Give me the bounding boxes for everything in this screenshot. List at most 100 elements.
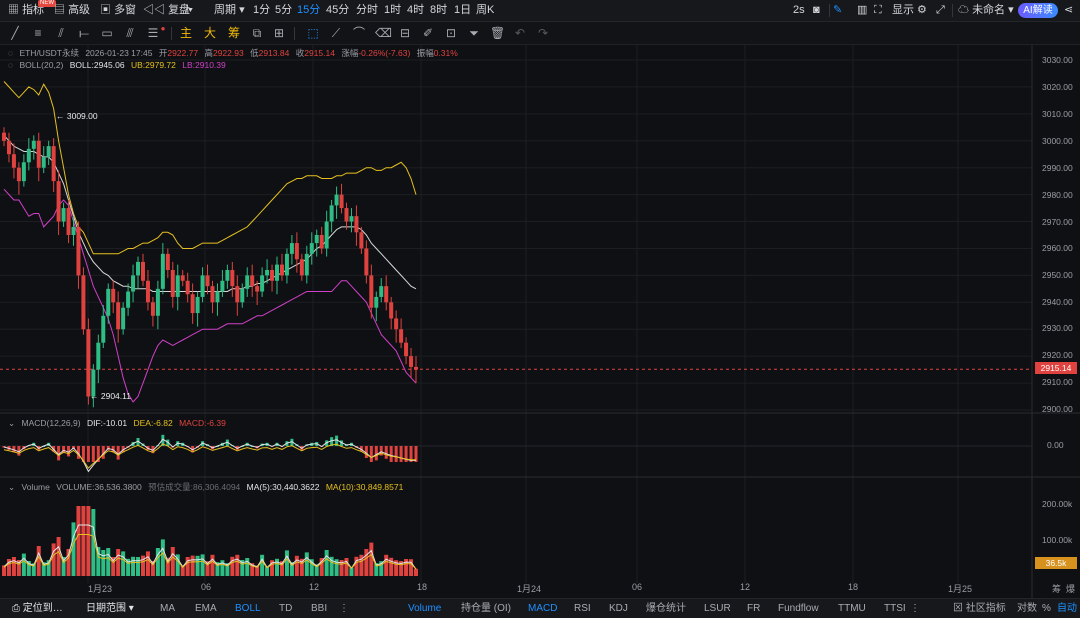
period-dropdown[interactable]: 周期 ▾ [214, 3, 245, 18]
indicator-fr[interactable]: FR [747, 603, 761, 614]
indicator-ttmu[interactable]: TTMU [838, 603, 866, 614]
eye-icon[interactable]: ◌ [8, 48, 14, 58]
gear-icon[interactable]: ⚙ [917, 4, 927, 16]
display-button[interactable]: 显示 [892, 4, 914, 16]
filter-icon[interactable]: ⏷ [469, 26, 479, 40]
price-tick: 3000.00 [1042, 136, 1073, 146]
macd-bar [404, 446, 408, 462]
fullscreen-icon[interactable]: ⛶ [874, 4, 882, 16]
interval-45m[interactable]: 45分 [326, 4, 350, 16]
liquidation-toggle[interactable]: 爆 [1066, 584, 1076, 594]
bar-chart-icon[interactable]: ▥ [857, 4, 868, 16]
candle-body [260, 275, 265, 292]
macd-dea-value: DEA:-6.82 [133, 418, 173, 428]
red-dot-icon: ● [160, 24, 166, 33]
candle-body [126, 291, 131, 308]
undo-icon[interactable]: ↶ [514, 26, 526, 40]
note-icon[interactable]: ✐ [422, 26, 434, 40]
ruler-icon[interactable]: ⟋ [331, 26, 341, 40]
layout-name-dropdown[interactable]: ☁ 未命名 ▾ [958, 3, 1014, 18]
boll-name: BOLL(20,2) [19, 60, 64, 70]
interval-1d[interactable]: 1日 [454, 4, 472, 16]
indicator-kdj[interactable]: KDJ [609, 603, 628, 614]
volume-bar [270, 560, 275, 576]
chips-button[interactable]: 筹 [227, 26, 240, 40]
chevron-down-icon[interactable]: ⌄ [8, 482, 16, 492]
more-main-indicators[interactable]: ⋮ [339, 603, 349, 614]
indicator-ema[interactable]: EMA [195, 603, 217, 614]
trash-icon[interactable]: 🗑 [490, 26, 506, 40]
line-tool-icon[interactable]: ╱ [11, 26, 19, 40]
cursor-icon[interactable]: ⬚ [307, 26, 319, 40]
multi-window-button[interactable]: ▣ 多窗 [100, 3, 136, 18]
share-icon[interactable]: ⋖ [1064, 4, 1074, 16]
interval-timeshare[interactable]: 分时 [356, 4, 378, 16]
chips-toggle[interactable]: 筹 [1052, 584, 1062, 594]
eye-icon[interactable]: ◌ [8, 60, 14, 70]
indicator-lsur[interactable]: LSUR [704, 603, 731, 614]
indicator-ttsi[interactable]: TTSI [884, 603, 906, 614]
eraser-icon[interactable]: ⌫ [375, 26, 392, 40]
volume-name: Volume [21, 482, 50, 492]
chart-compare-icon[interactable]: ⧉ [252, 26, 262, 40]
indicator-boll[interactable]: BOLL [235, 603, 261, 614]
candle-body [96, 342, 101, 370]
main-force-button[interactable]: 主 [179, 26, 192, 40]
auto-scale-toggle[interactable]: 自动 [1057, 603, 1077, 614]
indicator-fundflow[interactable]: Fundflow [778, 603, 819, 614]
big-order-button[interactable]: 大 [203, 26, 216, 40]
rectangle-icon[interactable]: ▭ [101, 26, 113, 40]
replay-button[interactable]: ◁◁ 复盘 [143, 3, 190, 18]
indicator-macd[interactable]: MACD [528, 603, 558, 614]
candle-body [294, 243, 299, 260]
interval-4h[interactable]: 4时 [407, 4, 425, 16]
visibility-icon[interactable]: ⊡ [445, 26, 457, 40]
chart-grid [0, 45, 1080, 598]
interval-5m[interactable]: 5分 [275, 4, 293, 16]
chart-canvas[interactable] [0, 45, 1080, 598]
channel-icon[interactable]: ⫽ [58, 26, 64, 40]
interval-1m[interactable]: 1分 [253, 4, 271, 16]
candle-body [235, 286, 240, 303]
layers-icon[interactable]: ⊞ [273, 26, 285, 40]
horizontal-lines-icon[interactable]: ≡ [34, 26, 42, 40]
redo-icon[interactable]: ↷ [537, 26, 549, 40]
menu-icon[interactable]: ☰ [147, 26, 159, 40]
magnet-icon[interactable]: ⌒ [352, 26, 365, 40]
indicator-volume[interactable]: Volume [408, 603, 442, 614]
interval-week[interactable]: 周K [476, 4, 495, 16]
parallel-channel-icon[interactable]: ⫻ [126, 26, 134, 40]
more-sub-indicators[interactable]: ⋮ [910, 603, 920, 614]
indicator-td[interactable]: TD [279, 603, 293, 614]
candle-body [31, 140, 36, 149]
interval-1h[interactable]: 1时 [384, 4, 402, 16]
indicator-ma[interactable]: MA [160, 603, 175, 614]
lock-icon[interactable]: ⊟ [399, 26, 411, 40]
indicators-button[interactable]: ▦ 指标 [8, 3, 44, 18]
indicator-rsi[interactable]: RSI [574, 603, 591, 614]
indicator-liquidation[interactable]: 爆仓统计 [646, 603, 686, 614]
expand-icon[interactable]: ⤢ [936, 4, 945, 16]
amplitude-value: 0.31% [433, 48, 458, 58]
percent-toggle[interactable]: % [1042, 603, 1051, 614]
candle-body [180, 275, 185, 281]
advanced-button[interactable]: ▤ 高级 [54, 3, 90, 18]
locate-button[interactable]: ⎙ 定位到… [12, 602, 63, 616]
ai-interpret-button[interactable]: AI解读 [1018, 3, 1058, 18]
chart-type-button[interactable]: ⫶▾ [185, 3, 193, 18]
horizontal-ray-icon[interactable]: ⟝ [79, 26, 89, 40]
interval-8h[interactable]: 8时 [430, 4, 448, 16]
candle-body [61, 208, 66, 222]
pencil-icon[interactable]: ✎ [833, 4, 843, 16]
indicator-open-interest[interactable]: 持仓量 (OI) [461, 603, 511, 614]
chevron-down-icon[interactable]: ⌄ [8, 418, 16, 428]
log-scale-toggle[interactable]: 对数 [1017, 603, 1037, 614]
interval-15m[interactable]: 15分 [297, 4, 321, 16]
refresh-interval[interactable]: 2s [793, 4, 805, 16]
community-indicators[interactable]: ⊠ 社区指标 [953, 602, 1006, 616]
indicator-bbi[interactable]: BBI [311, 603, 328, 614]
macd-bar [136, 438, 140, 446]
camera-icon[interactable]: ◙ [813, 4, 820, 16]
edit-icon: ⊠ [953, 603, 963, 614]
date-range-dropdown[interactable]: 日期范围 ▾ [86, 602, 134, 616]
